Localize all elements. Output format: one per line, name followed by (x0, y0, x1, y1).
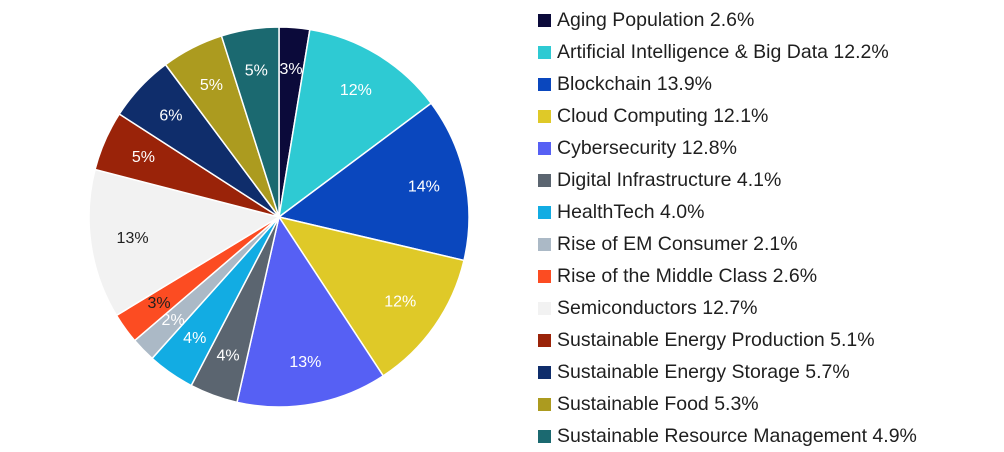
legend-label: Cybersecurity 12.8% (557, 136, 737, 159)
legend-swatch (538, 397, 551, 411)
legend-label: Rise of EM Consumer 2.1% (557, 232, 798, 255)
legend-item: Cybersecurity 12.8% (538, 132, 917, 164)
legend-swatch (538, 45, 551, 59)
chart-legend: Aging Population 2.6% Artificial Intellig… (538, 4, 917, 452)
legend-label: HealthTech 4.0% (557, 200, 705, 223)
legend-swatch (538, 301, 551, 315)
legend-label: Aging Population 2.6% (557, 8, 755, 31)
legend-item: Sustainable Energy Storage 5.7% (538, 356, 917, 388)
legend-swatch (538, 333, 551, 347)
slice-data-label: 2% (162, 312, 185, 329)
slice-data-label: 12% (340, 82, 372, 99)
pie-slice-artificial-intelligence-big-data (277, 28, 433, 219)
pie-slice-cybersecurity (236, 215, 385, 408)
legend-label: Blockchain 13.9% (557, 72, 713, 95)
legend-label: Digital Infrastructure 4.1% (557, 168, 782, 191)
pie-slice-blockchain (277, 102, 470, 262)
slice-data-label: 4% (216, 347, 239, 364)
legend-item: Aging Population 2.6% (538, 4, 917, 36)
slice-data-label: 3% (148, 295, 171, 312)
legend-swatch (538, 77, 551, 91)
legend-label: Cloud Computing 12.1% (557, 104, 769, 127)
legend-label: Sustainable Resource Management 4.9% (557, 424, 917, 447)
legend-swatch (538, 173, 551, 187)
legend-swatch (538, 269, 551, 283)
slice-data-label: 13% (289, 354, 321, 371)
legend-item: Sustainable Food 5.3% (538, 388, 917, 420)
legend-label: Sustainable Energy Storage 5.7% (557, 360, 850, 383)
slice-data-label: 5% (200, 77, 223, 94)
legend-label: Artificial Intelligence & Big Data 12.2% (557, 40, 889, 63)
pie-chart: 3%12%14%12%13%4%4%2%3%13%5%6%5%5% (88, 26, 470, 408)
legend-item: Semiconductors 12.7% (538, 292, 917, 324)
legend-item: Sustainable Energy Production 5.1% (538, 324, 917, 356)
legend-swatch (538, 365, 551, 379)
legend-item: Rise of the Middle Class 2.6% (538, 260, 917, 292)
pie-slice-semiconductors (88, 168, 281, 317)
legend-item: Artificial Intelligence & Big Data 12.2% (538, 36, 917, 68)
slice-data-label: 3% (279, 61, 302, 78)
legend-label: Rise of the Middle Class 2.6% (557, 264, 818, 287)
legend-label: Sustainable Food 5.3% (557, 392, 759, 415)
legend-label: Sustainable Energy Production 5.1% (557, 328, 875, 351)
legend-item: Rise of EM Consumer 2.1% (538, 228, 917, 260)
slice-data-label: 12% (384, 293, 416, 310)
pie-slice-cloud-computing (277, 215, 465, 377)
legend-swatch (538, 141, 551, 155)
legend-swatch (538, 205, 551, 219)
slice-data-label: 13% (117, 230, 149, 247)
legend-swatch (538, 13, 551, 27)
pie-slice-sustainable-resource-management (220, 26, 280, 218)
slice-data-label: 6% (159, 107, 182, 124)
legend-label: Semiconductors 12.7% (557, 296, 758, 319)
legend-swatch (538, 237, 551, 251)
slice-data-label: 5% (245, 62, 268, 79)
legend-item: Cloud Computing 12.1% (538, 100, 917, 132)
legend-item: Digital Infrastructure 4.1% (538, 164, 917, 196)
legend-item: Sustainable Resource Management 4.9% (538, 420, 917, 452)
legend-item: HealthTech 4.0% (538, 196, 917, 228)
slice-data-label: 4% (183, 330, 206, 347)
legend-swatch (538, 109, 551, 123)
slice-data-label: 5% (132, 149, 155, 166)
legend-item: Blockchain 13.9% (538, 68, 917, 100)
legend-swatch (538, 429, 551, 443)
slice-data-label: 14% (408, 178, 440, 195)
